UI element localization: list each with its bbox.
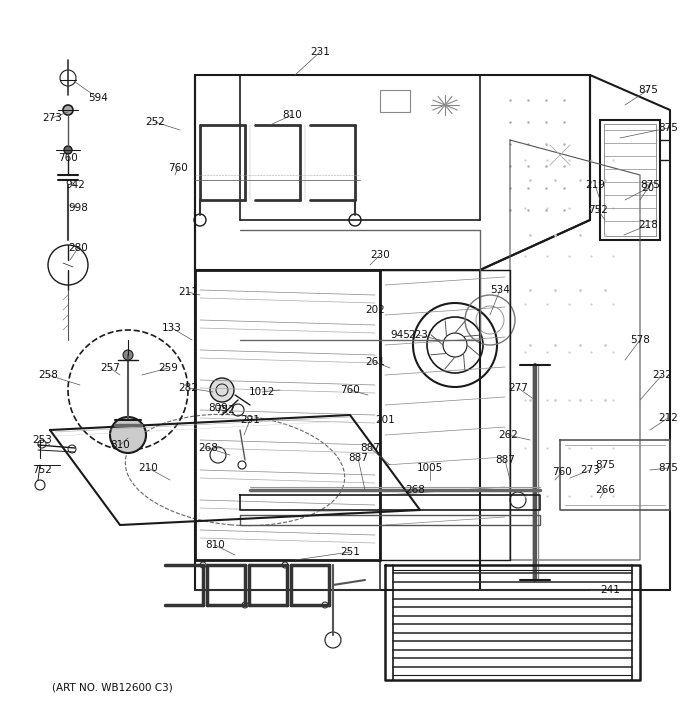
Text: 809: 809 (208, 403, 228, 413)
Text: 887: 887 (348, 453, 368, 463)
Text: 273: 273 (42, 113, 62, 123)
Text: 202: 202 (365, 305, 385, 315)
Text: 810: 810 (205, 540, 225, 550)
Text: 20: 20 (641, 183, 655, 193)
Text: 875: 875 (595, 460, 615, 470)
Text: 258: 258 (38, 370, 58, 380)
Bar (604, 124, 656, 236)
Text: 752: 752 (215, 405, 235, 415)
Text: 760: 760 (168, 163, 188, 173)
Text: (ART NO. WB12600 C3): (ART NO. WB12600 C3) (52, 683, 173, 693)
Text: 212: 212 (658, 413, 678, 423)
Text: 253: 253 (32, 435, 52, 445)
Text: 280: 280 (68, 243, 88, 253)
Text: 252: 252 (145, 117, 165, 127)
Text: 760: 760 (58, 153, 78, 163)
Text: 942: 942 (65, 180, 85, 190)
Text: 232: 232 (652, 370, 672, 380)
Text: 1005: 1005 (417, 463, 443, 473)
Circle shape (64, 146, 72, 154)
Text: 875: 875 (638, 85, 658, 95)
Text: 752: 752 (588, 205, 608, 215)
Text: 1012: 1012 (249, 387, 275, 397)
Text: 998: 998 (68, 203, 88, 213)
Text: 268: 268 (198, 443, 218, 453)
Text: 231: 231 (310, 47, 330, 57)
Text: 875: 875 (658, 123, 678, 133)
Text: 201: 201 (375, 415, 395, 425)
Text: 261: 261 (365, 357, 385, 367)
Text: 251: 251 (340, 547, 360, 557)
Circle shape (63, 105, 73, 115)
Text: 875: 875 (658, 463, 678, 473)
Text: 230: 230 (370, 250, 390, 260)
Text: 760: 760 (552, 467, 572, 477)
Text: 887: 887 (360, 443, 380, 453)
Text: 752: 752 (32, 465, 52, 475)
Circle shape (210, 378, 234, 402)
Text: 760: 760 (340, 385, 360, 395)
Text: 875: 875 (640, 180, 660, 190)
Text: 277: 277 (508, 383, 528, 393)
Circle shape (110, 417, 146, 453)
Text: 268: 268 (405, 485, 425, 495)
Circle shape (123, 350, 133, 360)
Text: 133: 133 (162, 323, 182, 333)
Text: 291: 291 (240, 415, 260, 425)
Text: 210: 210 (138, 463, 158, 473)
Text: 810: 810 (282, 110, 302, 120)
Text: 810: 810 (110, 440, 130, 450)
Text: 945: 945 (390, 330, 410, 340)
Text: 241: 241 (600, 585, 620, 595)
Text: 534: 534 (490, 285, 510, 295)
Text: 266: 266 (595, 485, 615, 495)
Text: 594: 594 (88, 93, 108, 103)
Text: 259: 259 (158, 363, 178, 373)
Bar (600, 120, 660, 240)
Text: 282: 282 (178, 383, 198, 393)
Text: 887: 887 (495, 455, 515, 465)
Text: 219: 219 (585, 180, 605, 190)
Text: 218: 218 (638, 220, 658, 230)
Text: 578: 578 (630, 335, 650, 345)
Text: 273: 273 (580, 465, 600, 475)
Bar (380, 90, 410, 112)
Text: 211: 211 (178, 287, 198, 297)
Text: 223: 223 (408, 330, 428, 340)
Text: 262: 262 (498, 430, 518, 440)
Text: 257: 257 (100, 363, 120, 373)
